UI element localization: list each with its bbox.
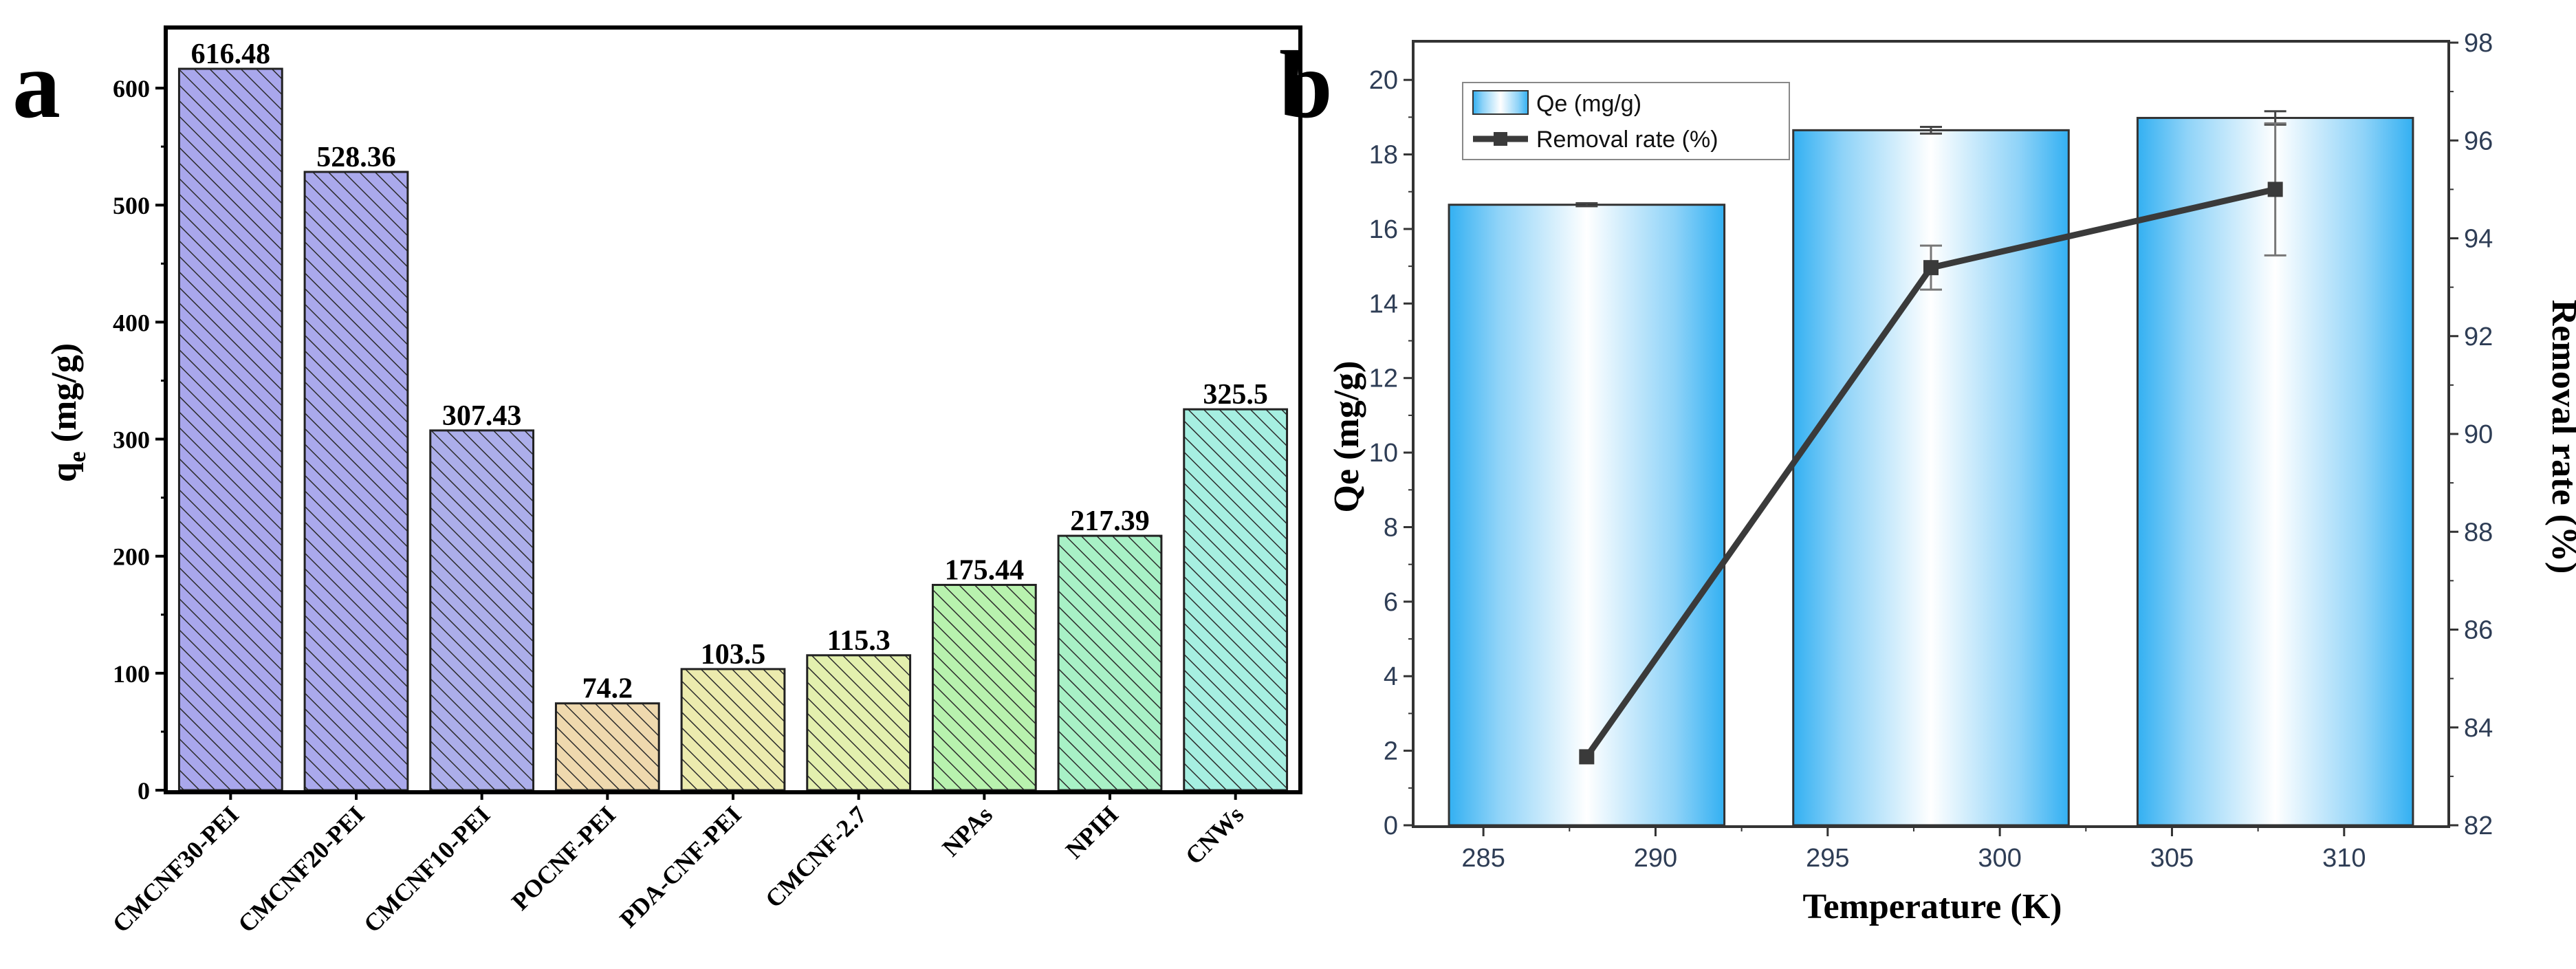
- value-label-pda-cnf-pei: 103.5: [701, 639, 766, 671]
- panel-a-value-labels: 616.48 528.36 307.43 74.2 103.5 115.3 175.44 21…: [191, 39, 1268, 705]
- panel-a-chart: 0 100 200 300 400 500 600 CMCNF30-PEICMCNF20-P…: [45, 25, 1302, 938]
- bar-cnws: [1183, 408, 1289, 792]
- x-tick-label-pocnf-pei: POCNF-PEI: [506, 801, 621, 915]
- left-y-tick-label-2: 2: [1384, 737, 1398, 766]
- x-tick-label-cmcnf-2.7: CMCNF-2.7: [760, 801, 872, 913]
- panel-b-left-y-axis-label: Qe (mg/g): [1327, 361, 1366, 513]
- right-y-tick-label-82: 82: [2464, 812, 2493, 840]
- y-tick-label-200: 200: [113, 543, 150, 571]
- value-label-npas: 175.44: [945, 554, 1025, 586]
- right-y-tick-label-96: 96: [2464, 127, 2493, 155]
- value-label-cnws: 325.5: [1203, 379, 1268, 411]
- left-y-tick-label-18: 18: [1369, 141, 1398, 170]
- x-tick-label-cmcnf30-pei: CMCNF30-PEI: [107, 801, 244, 937]
- x-tick-label-npas: NPAs: [937, 801, 998, 862]
- left-y-tick-label-12: 12: [1369, 364, 1398, 393]
- left-y-tick-label-10: 10: [1369, 439, 1398, 468]
- bar-cmcnf20-pei: [303, 171, 409, 792]
- legend-label-removal: Removal rate (%): [1536, 127, 1718, 153]
- panel-b-plot-frame: [1412, 40, 2450, 828]
- bar-npih: [1057, 534, 1163, 792]
- panel-b-letter: b: [1279, 32, 1333, 138]
- bar-cmcnf30-pei: [177, 67, 283, 792]
- x-tick-label-300: 300: [1978, 844, 2021, 873]
- x-tick-label-cmcnf10-pei: CMCNF10-PEI: [358, 801, 495, 937]
- left-y-tick-label-8: 8: [1384, 513, 1398, 542]
- y-tick-label-100: 100: [113, 660, 150, 688]
- x-tick-label-305: 305: [2150, 844, 2194, 873]
- removal-marker-288: [1579, 749, 1595, 765]
- x-tick-label-290: 290: [1634, 844, 1677, 873]
- panel-a-y-axis: 0 100 200 300 400 500 600: [113, 75, 168, 805]
- value-label-pocnf-pei: 74.2: [582, 673, 633, 705]
- panel-b-chart: 0 2 4 6 8 10 12 14 16 18 20 82 84 86 88 90 92 94 96 98 285…: [1327, 29, 2576, 926]
- y-tick-label-300: 300: [113, 426, 150, 454]
- right-y-tick-label-88: 88: [2464, 518, 2493, 547]
- panel-b-bars: [1448, 116, 2414, 827]
- value-label-cmcnf-2.7: 115.3: [827, 625, 891, 657]
- panel-a-y-label-unit: (mg/g): [45, 343, 84, 451]
- panel-b-x-axis-label: Temperature (K): [1803, 887, 2062, 926]
- y-tick-label-400: 400: [113, 309, 150, 336]
- removal-marker-308: [2267, 182, 2283, 197]
- panel-b-legend: Qe (mg/g) Removal rate (%): [1462, 82, 1790, 160]
- x-tick-label-pda-cnf-pei: PDA-CNF-PEI: [614, 801, 746, 933]
- bar-cmcnf10-pei: [429, 429, 535, 792]
- panel-a-y-label-sub: e: [63, 451, 91, 462]
- bar-cmcnf-2.7: [806, 654, 912, 792]
- panel-a-y-label-main: q: [45, 462, 84, 482]
- legend-swatch-qe: [1472, 90, 1529, 115]
- left-y-tick-label-20: 20: [1369, 66, 1398, 95]
- value-label-npih: 217.39: [1070, 505, 1150, 537]
- bar-pocnf-pei: [554, 702, 660, 792]
- y-tick-label-500: 500: [113, 192, 150, 219]
- value-label-cmcnf10-pei: 307.43: [442, 400, 522, 432]
- bar-npas: [931, 583, 1037, 792]
- left-y-tick-label-0: 0: [1384, 812, 1398, 840]
- qe-bar-298: [1792, 129, 2070, 827]
- panel-b-x-axis: 285 290 295 300 305 310: [1461, 825, 2366, 873]
- qe-bar-288: [1448, 204, 1726, 827]
- x-tick-label-310: 310: [2322, 844, 2366, 873]
- right-y-tick-label-98: 98: [2464, 29, 2493, 58]
- removal-marker-298: [1923, 260, 1939, 276]
- legend-label-qe: Qe (mg/g): [1536, 91, 1641, 117]
- panel-b-left-y-axis: 0 2 4 6 8 10 12 14 16 18 20: [1369, 66, 1415, 840]
- panel-b-right-y-axis: 82 84 86 88 90 92 94 96 98: [2447, 29, 2493, 840]
- value-label-cmcnf30-pei: 616.48: [191, 39, 271, 70]
- panel-b-removal-line: [1579, 122, 2286, 765]
- value-label-cmcnf20-pei: 528.36: [316, 142, 396, 173]
- y-tick-label-0: 0: [138, 777, 150, 805]
- panel-b-right-y-axis-label: Removal rate (%): [2544, 300, 2576, 574]
- right-y-tick-label-84: 84: [2464, 714, 2493, 743]
- panel-a-letter: a: [12, 32, 61, 138]
- panel-a-plot-frame: [164, 25, 1302, 794]
- left-y-tick-label-14: 14: [1369, 290, 1398, 318]
- bar-pda-cnf-pei: [680, 668, 786, 792]
- right-y-tick-label-92: 92: [2464, 323, 2493, 351]
- panel-b-bar-error-bars: [1575, 110, 2286, 208]
- x-tick-label-295: 295: [1806, 844, 1849, 873]
- x-tick-label-285: 285: [1461, 844, 1505, 873]
- x-tick-label-cmcnf20-pei: CMCNF20-PEI: [232, 801, 369, 937]
- legend-swatch-removal-marker: [1494, 132, 1507, 146]
- left-y-tick-label-4: 4: [1384, 662, 1398, 691]
- panel-a-bars: [177, 67, 1289, 792]
- y-tick-label-600: 600: [113, 75, 150, 102]
- left-y-tick-label-16: 16: [1369, 215, 1398, 244]
- x-tick-label-npih: NPIH: [1060, 801, 1124, 864]
- right-y-tick-label-94: 94: [2464, 225, 2493, 254]
- x-tick-label-cnws: CNWs: [1180, 801, 1249, 869]
- panel-a-y-axis-label: qe (mg/g): [45, 343, 91, 482]
- right-y-tick-label-86: 86: [2464, 616, 2493, 645]
- left-y-tick-label-6: 6: [1384, 588, 1398, 617]
- right-y-tick-label-90: 90: [2464, 420, 2493, 449]
